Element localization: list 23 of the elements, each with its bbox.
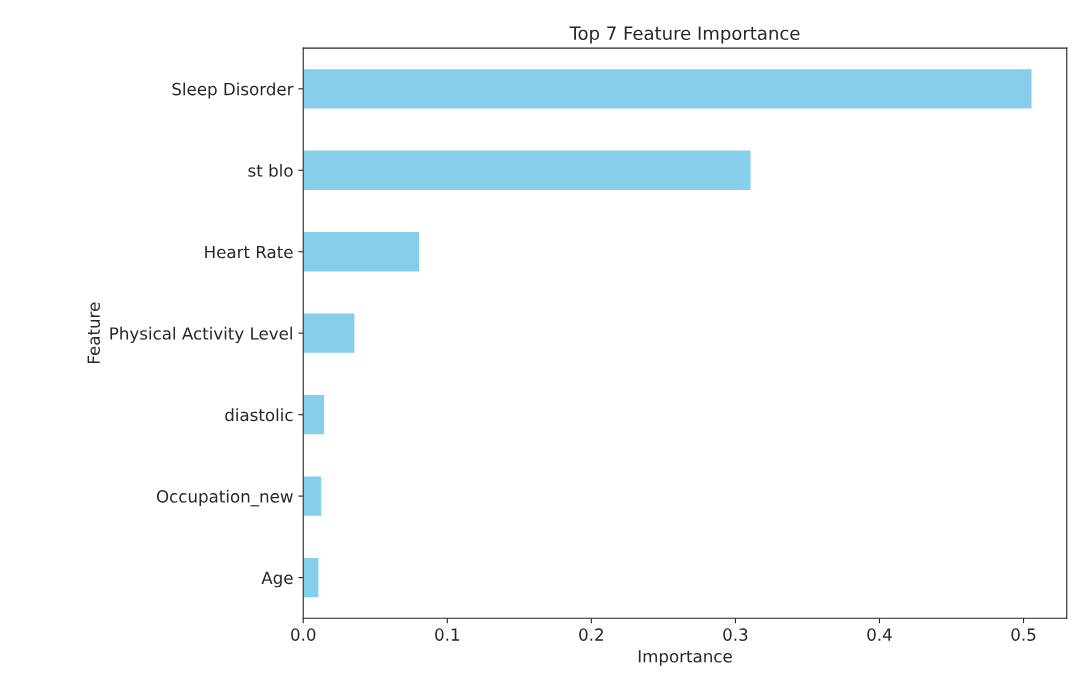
y-tick-label: Sleep Disorder <box>172 82 294 99</box>
bar <box>303 312 356 355</box>
y-tick-label: Occupation_new <box>156 489 293 507</box>
x-axis-title: Importance <box>638 650 732 666</box>
y-tick-label: st blo <box>248 163 293 177</box>
bar <box>303 475 323 518</box>
y-axis-title: Feature <box>87 302 101 364</box>
x-tick-label: 0.0 <box>291 628 316 641</box>
bar <box>303 149 752 192</box>
x-tick-label: 0.2 <box>579 628 603 641</box>
x-tick-label: 0.5 <box>1011 628 1036 641</box>
bar <box>303 393 326 436</box>
y-tick-label: Physical Activity Level <box>110 326 292 343</box>
y-tick-label: Heart Rate <box>205 245 293 259</box>
x-tick-label: 0.1 <box>435 628 460 641</box>
x-tick-label: 0.3 <box>723 628 748 641</box>
chart-title: Top 7 Feature Importance <box>569 26 800 44</box>
bar <box>303 67 1033 110</box>
x-tick-label: 0.4 <box>867 628 892 641</box>
bar <box>303 230 421 273</box>
bar <box>303 556 320 599</box>
y-tick-label: diastolic <box>225 408 293 422</box>
y-tick-label: Age <box>261 571 293 588</box>
